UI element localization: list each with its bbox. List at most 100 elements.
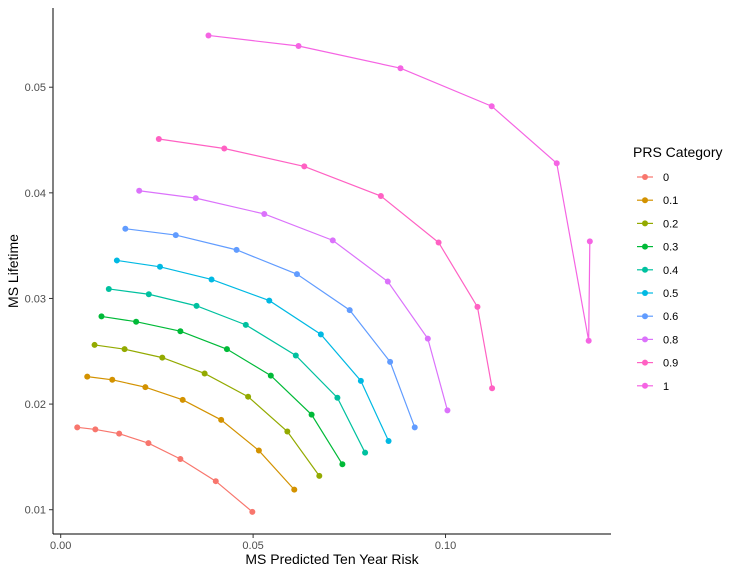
data-point [362,449,369,456]
legend-item: 0.4 [637,265,678,277]
y-axis-title: MS Lifetime [5,234,21,308]
data-point [133,318,140,325]
data-point [334,394,341,401]
data-point [411,424,418,431]
series-1 [205,32,593,344]
legend-item: 0.1 [637,195,678,207]
x-axis-title: MS Predicted Ten Year Risk [245,551,419,567]
legend-item: 0.9 [637,358,678,370]
data-point [74,424,81,431]
series-0.5 [113,257,392,445]
data-point [316,472,323,479]
data-point [489,385,496,392]
data-point [284,428,291,435]
data-point [208,276,215,283]
legend-label: 0.9 [663,358,678,370]
data-point [91,341,98,348]
data-point [387,358,394,365]
data-point [113,257,120,264]
data-point [357,377,364,384]
legend-label: 0.4 [663,265,678,277]
series-0.1 [84,373,298,493]
legend-label: 0.5 [663,288,678,300]
series-0.9 [155,135,496,392]
data-point [233,246,240,253]
legend-label: 0.8 [663,334,678,346]
data-point [245,393,252,400]
data-point [98,313,105,320]
series-0.4 [105,285,369,456]
x-tick-label: 0.10 [435,540,456,552]
data-point [155,135,162,142]
data-point [159,354,166,361]
legend-item: 0 [637,172,669,184]
data-point [116,430,123,437]
series-line [116,259,390,442]
legend-item: 0.2 [637,218,678,230]
series-line [108,288,366,453]
data-point [192,195,199,202]
data-point [136,187,143,194]
data-point [266,297,273,304]
legend-label: 0.2 [663,218,678,230]
x-ticks: 0.00 0.05 0.10 [50,534,456,552]
data-point [121,346,128,353]
legend-key-point [642,382,648,389]
legend-key-point [642,174,648,180]
data-point [488,103,495,110]
data-point [424,335,431,342]
data-point [249,508,256,515]
data-point [105,285,112,292]
data-point [586,238,593,245]
series-0.3 [98,313,346,468]
series-line [139,190,449,411]
series-line [101,315,343,465]
data-point [242,321,249,328]
data-point [122,225,129,232]
y-tick-label: 0.02 [25,399,46,411]
data-point [293,271,300,278]
data-point [179,396,186,403]
data-point [397,65,404,72]
legend-key-point [642,266,648,273]
data-point [585,337,592,344]
data-point [177,328,184,335]
legend-item: 1 [637,381,669,393]
legend-key-point [642,197,648,204]
legend-label: 0.6 [663,311,678,323]
data-point [435,239,442,246]
plot-area [74,32,593,515]
data-point [267,372,274,379]
data-point [385,438,392,445]
data-point [145,291,152,298]
x-tick-label: 0.05 [242,540,263,552]
data-point [205,32,212,39]
data-point [201,370,208,377]
data-point [109,376,116,383]
data-point [212,478,219,485]
data-point [92,426,99,433]
data-point [177,456,184,463]
data-point [444,407,451,414]
data-point [261,210,268,217]
legend-key-point [642,243,648,250]
data-point [223,346,230,353]
legend-key-point [642,290,648,296]
y-tick-label: 0.01 [25,505,46,517]
series-0.2 [91,341,323,479]
data-point [142,384,149,391]
legend-title: PRS Category [633,144,722,160]
data-point [317,331,324,338]
series-0.8 [136,187,451,414]
legend-item: 0.3 [637,242,678,254]
data-point [474,303,481,310]
data-point [377,193,384,200]
y-ticks: 0.01 0.02 0.03 0.04 0.05 [25,82,53,517]
legend-item: 0.5 [637,288,678,300]
series-line [208,34,591,341]
data-point [553,160,560,167]
data-point [292,352,299,359]
series-line [125,228,416,428]
data-point [295,43,302,50]
series-line [158,138,493,389]
